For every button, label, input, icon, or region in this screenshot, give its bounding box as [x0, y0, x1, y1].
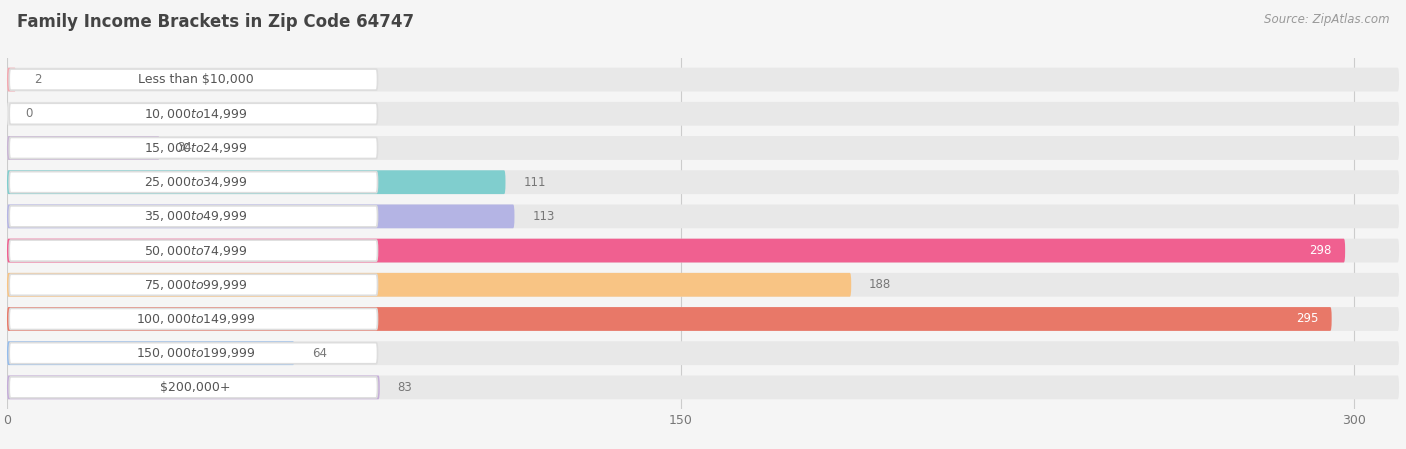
FancyBboxPatch shape: [7, 307, 1399, 331]
Text: 64: 64: [312, 347, 328, 360]
FancyBboxPatch shape: [7, 239, 1346, 263]
FancyBboxPatch shape: [10, 69, 377, 90]
FancyBboxPatch shape: [10, 137, 377, 158]
Text: 0: 0: [25, 107, 32, 120]
FancyBboxPatch shape: [7, 102, 1399, 126]
FancyBboxPatch shape: [10, 240, 377, 261]
Text: Source: ZipAtlas.com: Source: ZipAtlas.com: [1264, 13, 1389, 26]
FancyBboxPatch shape: [7, 136, 160, 160]
FancyBboxPatch shape: [10, 274, 377, 295]
FancyBboxPatch shape: [7, 204, 515, 228]
FancyBboxPatch shape: [7, 375, 1399, 399]
Text: 83: 83: [398, 381, 412, 394]
Text: $35,000 to $49,999: $35,000 to $49,999: [143, 209, 247, 224]
FancyBboxPatch shape: [7, 307, 1331, 331]
FancyBboxPatch shape: [10, 308, 377, 330]
FancyBboxPatch shape: [7, 170, 1399, 194]
FancyBboxPatch shape: [10, 172, 377, 193]
Text: $100,000 to $149,999: $100,000 to $149,999: [136, 312, 256, 326]
Text: $75,000 to $99,999: $75,000 to $99,999: [143, 278, 247, 292]
Text: $50,000 to $74,999: $50,000 to $74,999: [143, 243, 247, 258]
Text: 298: 298: [1309, 244, 1331, 257]
FancyBboxPatch shape: [7, 68, 1399, 92]
FancyBboxPatch shape: [10, 343, 377, 364]
Text: Family Income Brackets in Zip Code 64747: Family Income Brackets in Zip Code 64747: [17, 13, 413, 31]
Text: $15,000 to $24,999: $15,000 to $24,999: [143, 141, 247, 155]
FancyBboxPatch shape: [10, 377, 377, 398]
Text: 111: 111: [523, 176, 546, 189]
FancyBboxPatch shape: [7, 341, 1399, 365]
Text: 188: 188: [869, 278, 891, 291]
FancyBboxPatch shape: [7, 170, 506, 194]
FancyBboxPatch shape: [7, 204, 1399, 228]
FancyBboxPatch shape: [7, 136, 1399, 160]
Text: 34: 34: [177, 141, 193, 154]
FancyBboxPatch shape: [10, 103, 377, 124]
Text: 2: 2: [34, 73, 41, 86]
Text: 295: 295: [1296, 313, 1319, 326]
Text: $200,000+: $200,000+: [160, 381, 231, 394]
FancyBboxPatch shape: [7, 273, 1399, 297]
FancyBboxPatch shape: [10, 206, 377, 227]
FancyBboxPatch shape: [7, 273, 851, 297]
FancyBboxPatch shape: [7, 341, 294, 365]
Text: 113: 113: [533, 210, 555, 223]
FancyBboxPatch shape: [7, 375, 380, 399]
Text: $150,000 to $199,999: $150,000 to $199,999: [136, 346, 256, 360]
Text: $10,000 to $14,999: $10,000 to $14,999: [143, 107, 247, 121]
FancyBboxPatch shape: [7, 68, 15, 92]
FancyBboxPatch shape: [7, 239, 1399, 263]
Text: Less than $10,000: Less than $10,000: [138, 73, 253, 86]
Text: $25,000 to $34,999: $25,000 to $34,999: [143, 175, 247, 189]
